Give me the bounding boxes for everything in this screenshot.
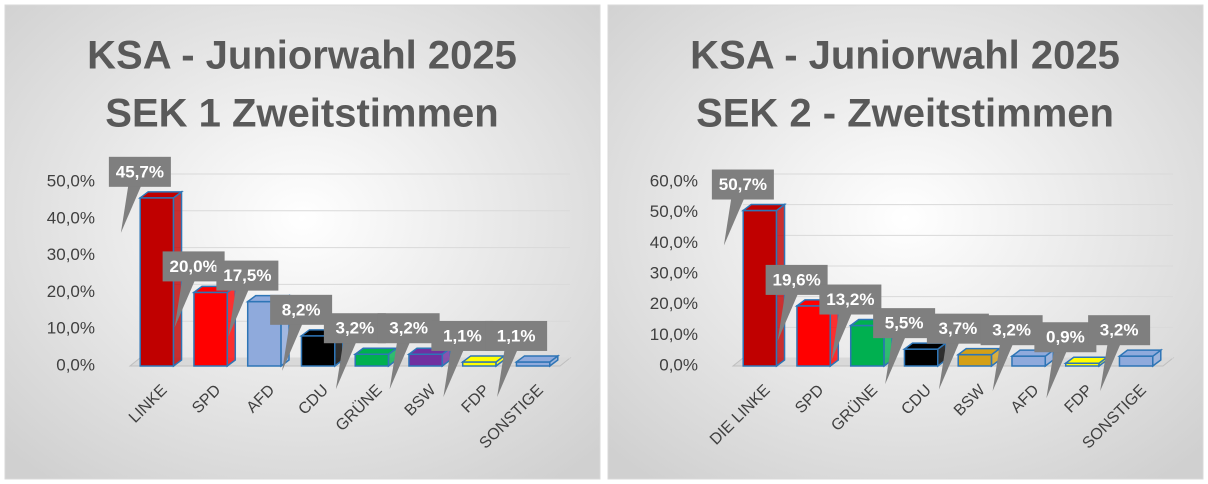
bar xyxy=(902,341,949,368)
y-tick-label: 0,0% xyxy=(56,355,95,374)
data-label: 3,7% xyxy=(939,319,978,338)
bar-top xyxy=(902,342,949,350)
callout-pointer xyxy=(443,345,466,397)
callout-pointer xyxy=(282,319,305,371)
data-label: 45,7% xyxy=(116,162,164,181)
bar-top xyxy=(352,347,399,355)
callout-pointer xyxy=(228,285,251,337)
callout xyxy=(485,320,548,351)
bar-front xyxy=(139,197,175,367)
y-tick-label: 40,0% xyxy=(650,233,698,252)
data-label: 50,7% xyxy=(719,175,767,194)
panel xyxy=(607,4,1204,480)
callout-pointer xyxy=(389,338,412,390)
data-label: 3,2% xyxy=(336,319,375,338)
bar xyxy=(460,354,507,368)
data-label: 3,2% xyxy=(1100,321,1139,340)
callout xyxy=(819,284,882,315)
bar-top xyxy=(514,355,561,363)
data-label: 1,1% xyxy=(497,326,536,345)
bar-front xyxy=(957,353,993,367)
data-label: 0,9% xyxy=(1046,328,1085,347)
chart-title: SEK 2 - Zweitstimmen xyxy=(696,92,1114,136)
bar-top xyxy=(740,203,787,212)
y-tick-label: 40,0% xyxy=(47,208,95,227)
callout xyxy=(323,313,386,344)
data-label: 13,2% xyxy=(826,290,874,309)
bar-front xyxy=(246,300,282,367)
bar-front xyxy=(903,348,939,367)
bar-front xyxy=(1011,355,1047,367)
data-label: 19,6% xyxy=(773,270,821,289)
callout-pointer xyxy=(1046,347,1069,399)
chart-title: KSA - Juniorwahl 2025 xyxy=(87,34,517,78)
callout xyxy=(1088,315,1151,346)
callout xyxy=(980,315,1043,346)
callout xyxy=(765,264,828,295)
data-label: 5,5% xyxy=(885,314,924,333)
data-label: 3,2% xyxy=(992,321,1031,340)
callout xyxy=(162,251,225,282)
bar-top xyxy=(1117,349,1164,357)
callout-pointer xyxy=(497,345,520,397)
callout-pointer xyxy=(174,276,197,328)
data-label: 3,2% xyxy=(389,319,428,338)
callout xyxy=(711,169,774,200)
callout xyxy=(926,313,989,344)
bar xyxy=(191,284,238,368)
chart-title: SEK 1 Zweitstimmen xyxy=(105,92,498,136)
bar xyxy=(514,354,561,368)
bar xyxy=(352,346,399,368)
callout-pointer xyxy=(335,338,358,390)
bar xyxy=(955,347,1002,368)
callout-pointer xyxy=(938,338,961,390)
y-tick-label: 50,0% xyxy=(47,171,95,190)
bar-top xyxy=(955,347,1002,356)
y-tick-label: 10,0% xyxy=(47,319,95,338)
callout xyxy=(377,313,440,344)
bar xyxy=(1063,355,1110,368)
callout xyxy=(216,260,279,291)
callout-pointer xyxy=(831,309,854,361)
data-label: 17,5% xyxy=(223,266,271,285)
y-tick-label: 30,0% xyxy=(47,245,95,264)
data-label: 1,1% xyxy=(443,326,482,345)
callout-pointer xyxy=(777,289,800,341)
bar-front xyxy=(796,305,832,367)
bar-front xyxy=(354,353,390,367)
y-tick-label: 50,0% xyxy=(650,202,698,221)
bar-front xyxy=(408,353,444,367)
chart-title: KSA - Juniorwahl 2025 xyxy=(690,34,1120,78)
bar-front xyxy=(1118,355,1154,367)
y-tick-label: 20,0% xyxy=(650,294,698,313)
callout xyxy=(108,156,171,187)
callout xyxy=(1034,322,1097,353)
y-tick-label: 20,0% xyxy=(47,282,95,301)
data-label: 8,2% xyxy=(282,300,321,319)
bar-top xyxy=(460,355,507,363)
callout-pointer xyxy=(120,181,143,233)
bar-front xyxy=(193,291,229,367)
y-tick-label: 0,0% xyxy=(659,355,698,374)
data-label: 20,0% xyxy=(170,257,218,276)
bar-top xyxy=(1063,356,1110,364)
callout-pointer xyxy=(1100,340,1123,392)
panel xyxy=(4,4,601,480)
callout-pointer xyxy=(885,333,908,385)
bar xyxy=(794,298,841,368)
callout xyxy=(270,294,333,325)
callout-pointer xyxy=(992,340,1015,392)
bar-top xyxy=(137,191,184,199)
callout-pointer xyxy=(723,194,746,246)
bar xyxy=(1009,348,1056,368)
y-tick-label: 60,0% xyxy=(650,171,698,190)
y-tick-label: 30,0% xyxy=(650,263,698,282)
callout xyxy=(431,320,494,351)
callout xyxy=(873,308,936,339)
bar xyxy=(1117,348,1164,368)
y-tick-label: 10,0% xyxy=(650,325,698,344)
